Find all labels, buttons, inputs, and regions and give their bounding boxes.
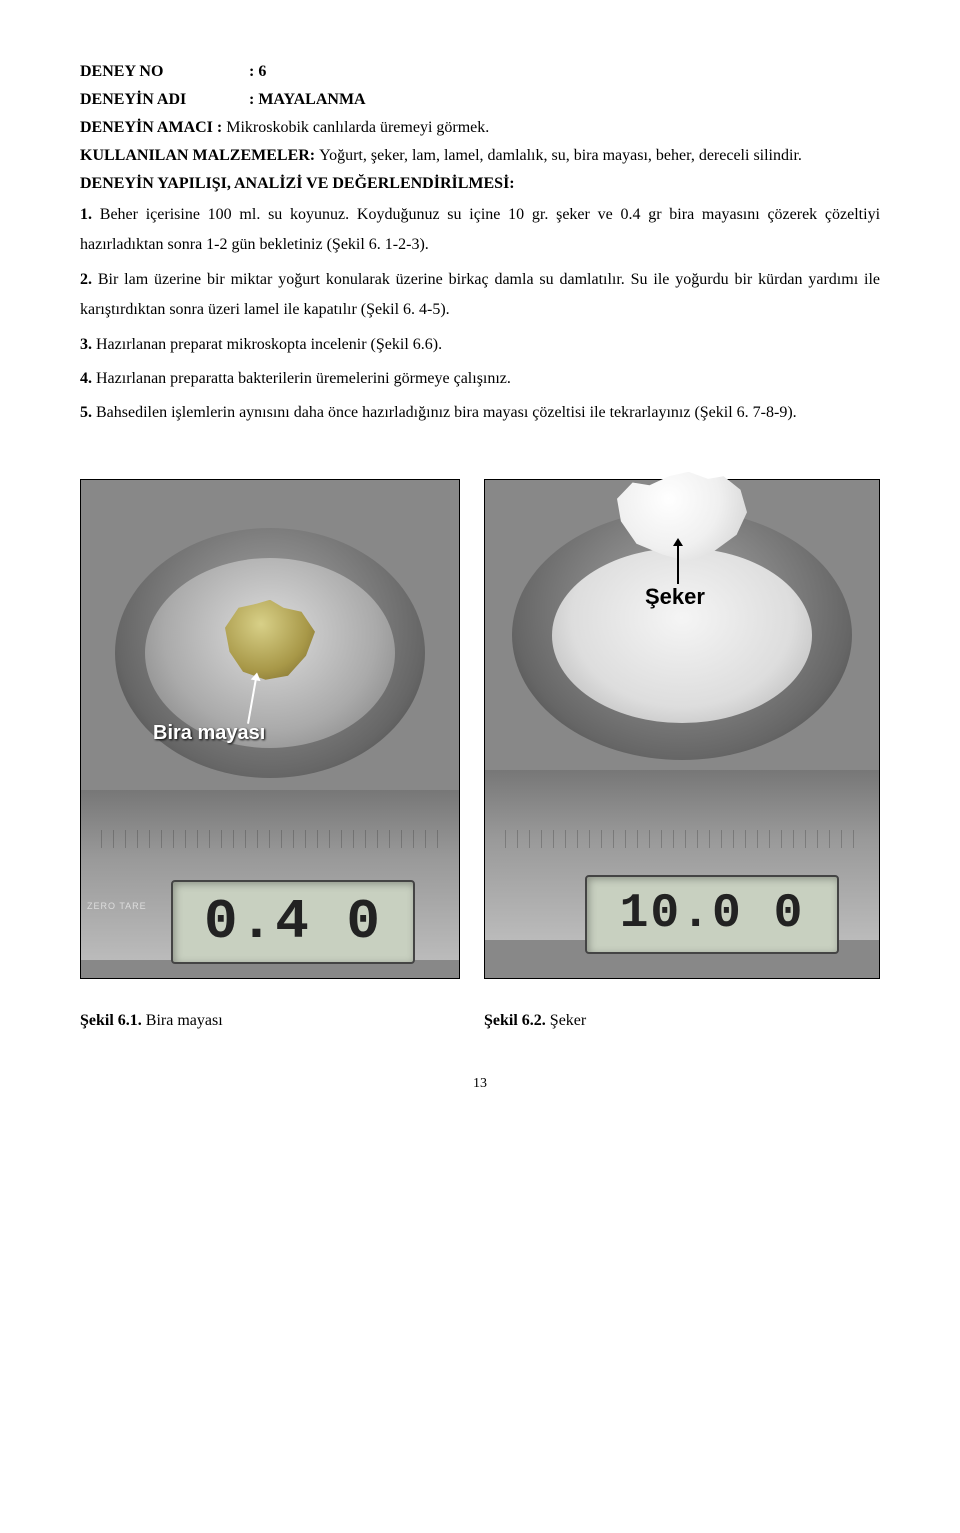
scale-lcd-right: 10.0 0: [585, 875, 839, 954]
step-1: 1. Beher içerisine 100 ml. su koyunuz. K…: [80, 200, 880, 261]
caption-right: Şekil 6.2. Şeker: [484, 1009, 880, 1033]
deney-adi-label: DENEYİN ADI: [80, 88, 245, 112]
deney-amaci-sep: :: [213, 119, 226, 136]
scale-plate-inner: [552, 548, 812, 723]
caption-left-text: Bira mayası: [146, 1012, 223, 1029]
figure-seker: Şeker 10.0 0: [484, 479, 880, 979]
step-5-num: 5.: [80, 404, 96, 421]
scale-lcd-right-value: 10.0 0: [620, 878, 805, 950]
deney-adi-line: DENEYİN ADI : MAYALANMA: [80, 88, 880, 112]
deney-amaci-line: DENEYİN AMACI : Mikroskobik canlılarda ü…: [80, 116, 880, 140]
step-3-num: 3.: [80, 336, 96, 353]
deney-no-line: DENEY NO : 6: [80, 60, 880, 84]
caption-left: Şekil 6.1. Bira mayası: [80, 1009, 460, 1033]
yapilis-title: DENEYİN YAPILIŞI, ANALİZİ VE DEĞERLENDİR…: [80, 172, 880, 196]
step-2-num: 2.: [80, 271, 98, 288]
deney-no-value: : 6: [249, 63, 266, 80]
step-3-text: Hazırlanan preparat mikroskopta inceleni…: [96, 336, 442, 353]
deney-adi-value: : MAYALANMA: [249, 91, 366, 108]
malzemeler-text: Yoğurt, şeker, lam, lamel, damlalık, su,…: [319, 147, 802, 164]
caption-right-bold: Şekil 6.2.: [484, 1012, 550, 1029]
scale-ruler-icon: [505, 830, 859, 848]
deney-no-label: DENEY NO: [80, 60, 245, 84]
step-4-num: 4.: [80, 370, 96, 387]
seker-photo-label: Şeker: [645, 580, 705, 613]
step-4-text: Hazırlanan preparatta bakterilerin üreme…: [96, 370, 511, 387]
page-number: 13: [80, 1073, 880, 1094]
caption-left-bold: Şekil 6.1.: [80, 1012, 146, 1029]
step-1-num: 1.: [80, 206, 100, 223]
scale-lcd-left-value: 0.4 0: [204, 880, 382, 964]
scale-lcd-left: 0.4 0: [171, 880, 415, 964]
malzemeler-label: KULLANILAN MALZEMELER:: [80, 147, 319, 164]
caption-right-text: Şeker: [550, 1012, 586, 1029]
zero-tare-label: ZERO TARE: [87, 900, 147, 914]
arrow-icon: [677, 544, 679, 584]
deney-amaci-label: DENEYİN AMACI: [80, 119, 213, 136]
malzemeler-block: KULLANILAN MALZEMELER: Yoğurt, şeker, la…: [80, 144, 880, 168]
captions-row: Şekil 6.1. Bira mayası Şekil 6.2. Şeker: [80, 1009, 880, 1033]
step-5: 5. Bahsedilen işlemlerin aynısını daha ö…: [80, 398, 880, 428]
step-2: 2. Bir lam üzerine bir miktar yoğurt kon…: [80, 265, 880, 326]
step-2-text: Bir lam üzerine bir miktar yoğurt konula…: [80, 271, 880, 318]
figure-bira-mayasi: Bira mayası ZERO TARE 0.4 0: [80, 479, 460, 979]
step-1-text: Beher içerisine 100 ml. su koyunuz. Koyd…: [80, 206, 880, 253]
figures-row: Bira mayası ZERO TARE 0.4 0 Şeker 10.0 0: [80, 479, 880, 979]
step-3: 3. Hazırlanan preparat mikroskopta incel…: [80, 330, 880, 360]
bira-mayasi-photo-label: Bira mayası: [153, 718, 265, 748]
scale-ruler-icon: [101, 830, 439, 848]
deney-amaci-value: Mikroskobik canlılarda üremeyi görmek.: [226, 119, 489, 136]
step-5-text: Bahsedilen işlemlerin aynısını daha önce…: [96, 404, 797, 421]
step-4: 4. Hazırlanan preparatta bakterilerin ür…: [80, 364, 880, 394]
